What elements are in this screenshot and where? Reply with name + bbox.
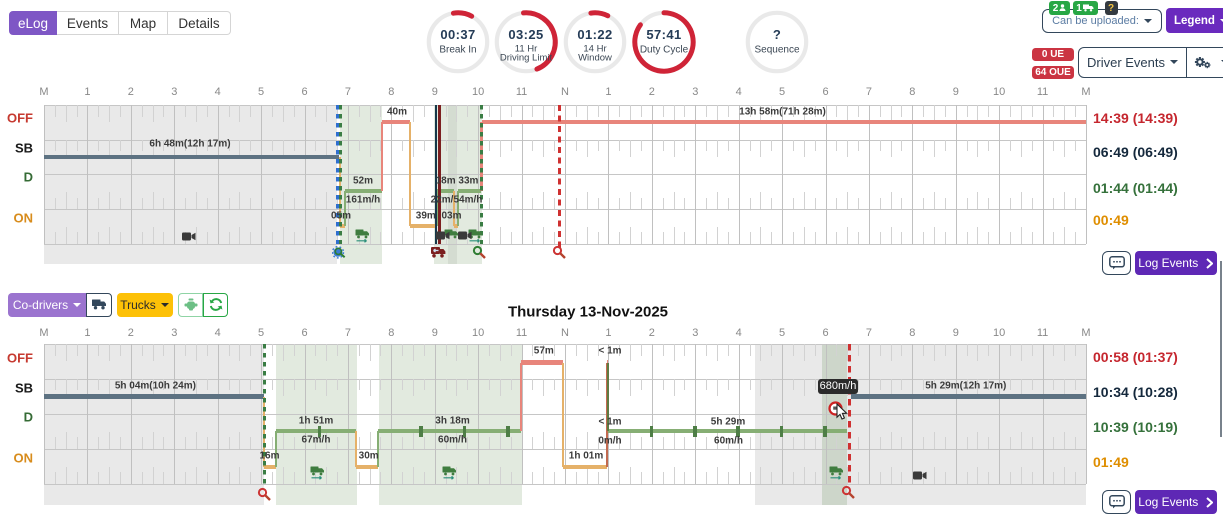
svg-text:03:25: 03:25: [509, 27, 544, 42]
svg-text:?: ?: [773, 27, 781, 42]
svg-text:57:41: 57:41: [646, 27, 681, 42]
svg-text:Duty Cycle: Duty Cycle: [639, 45, 688, 56]
svg-text:11 Hr: 11 Hr: [515, 44, 538, 55]
svg-text:14 Hr: 14 Hr: [583, 44, 606, 55]
svg-text:Window: Window: [578, 53, 612, 64]
svg-text:01:22: 01:22: [577, 27, 612, 42]
svg-text:Break In: Break In: [439, 45, 476, 56]
svg-text:Driving Limit: Driving Limit: [500, 53, 553, 64]
svg-text:00:37: 00:37: [440, 27, 475, 42]
svg-text:Sequence: Sequence: [754, 45, 799, 56]
